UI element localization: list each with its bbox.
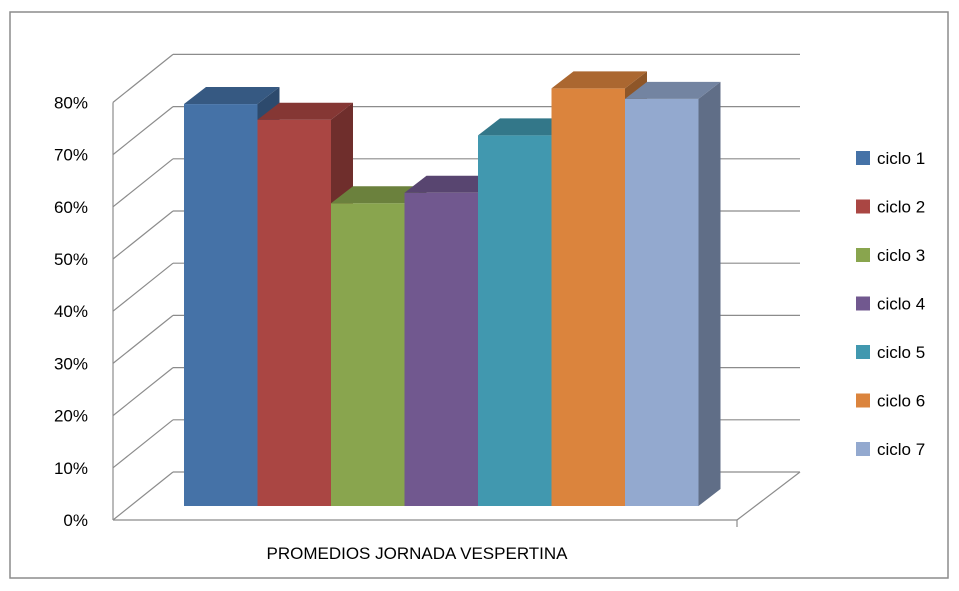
legend-item-label: ciclo 5 xyxy=(877,343,925,362)
gridline-side xyxy=(112,106,174,156)
gridline-side xyxy=(112,53,174,103)
y-tick-label: 30% xyxy=(54,354,88,373)
gridline-side xyxy=(112,471,174,521)
y-tick-label: 60% xyxy=(54,198,88,217)
x-category-label: PROMEDIOS JORNADA VESPERTINA xyxy=(266,544,568,563)
gridline-side xyxy=(112,210,174,260)
bar-top xyxy=(184,87,280,105)
bar-top xyxy=(404,175,500,193)
legend-swatch xyxy=(856,296,870,311)
gridline-side xyxy=(112,367,174,417)
legend-item-label: ciclo 6 xyxy=(877,392,925,411)
bar-front xyxy=(184,104,258,506)
bar-front xyxy=(551,88,625,507)
gridline-side xyxy=(112,262,174,312)
y-tick-label: 10% xyxy=(54,459,88,478)
legend-swatch xyxy=(856,151,870,165)
legend-swatch xyxy=(856,442,870,456)
legend-item-label: ciclo 3 xyxy=(877,246,925,265)
bar-front xyxy=(404,192,478,507)
gridline-side xyxy=(112,158,174,208)
y-tick-label: 40% xyxy=(54,302,88,321)
legend-item-label: ciclo 4 xyxy=(877,295,925,314)
bar-side xyxy=(698,81,721,506)
legend-swatch xyxy=(856,248,870,262)
bar-front xyxy=(331,203,405,507)
bar-top xyxy=(478,118,574,136)
legend-swatch xyxy=(856,345,870,359)
bar-front xyxy=(478,135,552,506)
bar-top xyxy=(257,102,353,120)
y-tick-label: 0% xyxy=(63,511,88,530)
y-tick-label: 20% xyxy=(54,407,88,426)
bar-front xyxy=(257,119,331,506)
legend-item-label: ciclo 2 xyxy=(877,198,925,217)
legend-item-label: ciclo 7 xyxy=(877,440,925,459)
gridline-side xyxy=(112,419,174,469)
legend-swatch xyxy=(856,393,870,408)
gridline-side xyxy=(112,314,174,364)
bar-front xyxy=(625,98,699,506)
y-tick-label: 50% xyxy=(54,250,88,269)
y-tick-label: 80% xyxy=(54,93,88,112)
bar-top xyxy=(625,81,721,99)
bar-top xyxy=(551,71,647,89)
floor-right-edge xyxy=(736,471,801,521)
legend-item-label: ciclo 1 xyxy=(877,149,925,168)
legend-swatch xyxy=(856,199,870,214)
y-tick-label: 70% xyxy=(54,146,88,165)
bar-top xyxy=(331,186,427,204)
